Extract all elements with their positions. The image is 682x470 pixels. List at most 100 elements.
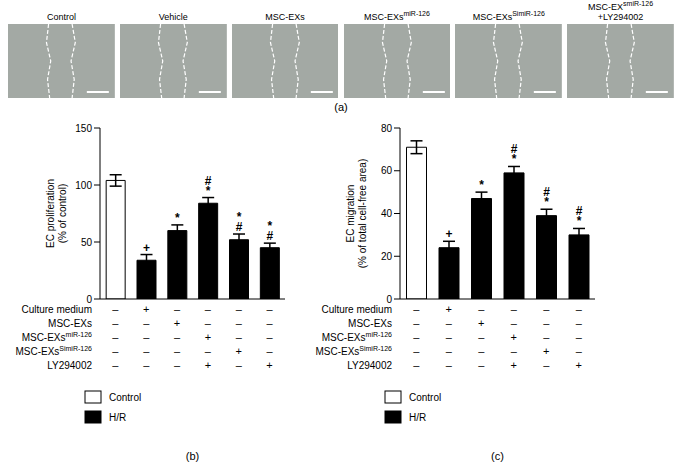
- svg-text:–: –: [543, 317, 550, 329]
- svg-text:–: –: [478, 359, 485, 371]
- svg-text:–: –: [446, 345, 453, 357]
- svg-text:–: –: [236, 359, 243, 371]
- svg-text:LY294002: LY294002: [47, 360, 92, 371]
- svg-text:+: +: [446, 303, 452, 315]
- svg-text:–: –: [267, 331, 274, 343]
- svg-text:–: –: [446, 359, 453, 371]
- svg-text:–: –: [112, 317, 119, 329]
- svg-text:0: 0: [386, 294, 392, 305]
- svg-text:–: –: [143, 345, 150, 357]
- svg-text:+: +: [511, 331, 517, 343]
- svg-text:+: +: [205, 331, 211, 343]
- svg-text:–: –: [413, 317, 420, 329]
- html-text:MSC-EXsmiR-126: MSC-EXsmiR-126: [588, 0, 653, 12]
- svg-text:–: –: [446, 331, 453, 343]
- svg-text:MSC-EXsmiR-126: MSC-EXsmiR-126: [22, 331, 92, 343]
- svg-text:150: 150: [75, 123, 92, 134]
- svg-text:*: *: [206, 184, 211, 198]
- svg-text:–: –: [267, 345, 274, 357]
- svg-text:60: 60: [381, 165, 393, 176]
- svg-text:+: +: [445, 227, 452, 241]
- svg-text:20: 20: [381, 251, 393, 262]
- svg-text:+: +: [543, 345, 549, 357]
- svg-text:80: 80: [381, 123, 393, 134]
- svg-text:–: –: [413, 345, 420, 357]
- svg-text:–: –: [143, 359, 150, 371]
- svg-text:–: –: [174, 345, 181, 357]
- svg-text:Culture medium: Culture medium: [21, 304, 92, 315]
- svg-text:MSC-EXs: MSC-EXs: [348, 318, 392, 329]
- svg-text:–: –: [511, 345, 518, 357]
- svg-text:40: 40: [381, 208, 393, 219]
- svg-text:100: 100: [75, 180, 92, 191]
- svg-text:–: –: [174, 359, 181, 371]
- svg-text:Control: Control: [109, 392, 141, 403]
- svg-text:–: –: [413, 303, 420, 315]
- svg-text:MSC-EXsSimiR-126: MSC-EXsSimiR-126: [315, 345, 392, 357]
- svg-text:+: +: [143, 303, 149, 315]
- svg-text:–: –: [478, 345, 485, 357]
- svg-text:(c): (c): [491, 450, 504, 462]
- svg-text:–: –: [112, 345, 119, 357]
- svg-text:–: –: [205, 303, 212, 315]
- svg-text:+: +: [205, 359, 211, 371]
- svg-text:–: –: [205, 345, 212, 357]
- svg-text:–: –: [143, 317, 150, 329]
- svg-text:–: –: [174, 303, 181, 315]
- html-text:MSC-EXsSimiR-126: MSC-EXsSimiR-126: [472, 10, 545, 22]
- svg-text:LY294002: LY294002: [347, 360, 392, 371]
- svg-text:EC proliferation(% of control): EC proliferation(% of control): [45, 179, 68, 248]
- svg-text:–: –: [236, 303, 243, 315]
- svg-text:–: –: [112, 359, 119, 371]
- svg-text:–: –: [478, 303, 485, 315]
- svg-text:+: +: [236, 345, 242, 357]
- svg-text:MSC-EXsmiR-126: MSC-EXsmiR-126: [322, 331, 392, 343]
- svg-text:–: –: [205, 317, 212, 329]
- svg-text:–: –: [576, 331, 583, 343]
- svg-text:+: +: [143, 241, 150, 255]
- svg-text:*: *: [544, 195, 549, 209]
- svg-text:50: 50: [81, 237, 93, 248]
- html-text:MSC-EXsmiR-126: MSC-EXsmiR-126: [363, 10, 430, 22]
- svg-text:–: –: [236, 331, 243, 343]
- svg-text:Culture medium: Culture medium: [321, 304, 392, 315]
- svg-text:–: –: [267, 317, 274, 329]
- svg-text:Control: Control: [409, 392, 441, 403]
- svg-text:*: *: [512, 152, 517, 166]
- svg-text:–: –: [576, 303, 583, 315]
- svg-text:EC migration(% of total cell-f: EC migration(% of total cell-free area): [345, 159, 368, 269]
- svg-text:MSC-EXsSimiR-126: MSC-EXsSimiR-126: [15, 345, 92, 357]
- svg-text:+: +: [576, 359, 582, 371]
- svg-text:#: #: [236, 220, 243, 234]
- svg-text:–: –: [446, 317, 453, 329]
- svg-text:H/R: H/R: [409, 412, 426, 423]
- svg-text:*: *: [479, 178, 484, 192]
- svg-text:+: +: [511, 359, 517, 371]
- svg-text:–: –: [511, 303, 518, 315]
- svg-text:+: +: [174, 317, 180, 329]
- svg-text:+: +: [478, 317, 484, 329]
- svg-text:–: –: [112, 331, 119, 343]
- svg-text:–: –: [413, 331, 420, 343]
- svg-text:–: –: [143, 331, 150, 343]
- svg-text:–: –: [174, 331, 181, 343]
- svg-text:–: –: [576, 345, 583, 357]
- svg-text:MSC-EXs: MSC-EXs: [48, 318, 92, 329]
- svg-text:–: –: [543, 359, 550, 371]
- svg-text:+: +: [266, 359, 272, 371]
- svg-text:–: –: [543, 331, 550, 343]
- svg-text:–: –: [478, 331, 485, 343]
- svg-text:*: *: [577, 214, 582, 228]
- svg-text:–: –: [413, 359, 420, 371]
- svg-text:–: –: [576, 317, 583, 329]
- svg-text:–: –: [543, 303, 550, 315]
- svg-text:(b): (b): [186, 450, 199, 462]
- svg-text:#: #: [266, 229, 273, 243]
- svg-text:–: –: [267, 303, 274, 315]
- svg-text:H/R: H/R: [109, 412, 126, 423]
- svg-text:0: 0: [86, 294, 92, 305]
- svg-text:–: –: [112, 303, 119, 315]
- svg-text:–: –: [236, 317, 243, 329]
- svg-text:–: –: [511, 317, 518, 329]
- svg-text:*: *: [175, 211, 180, 225]
